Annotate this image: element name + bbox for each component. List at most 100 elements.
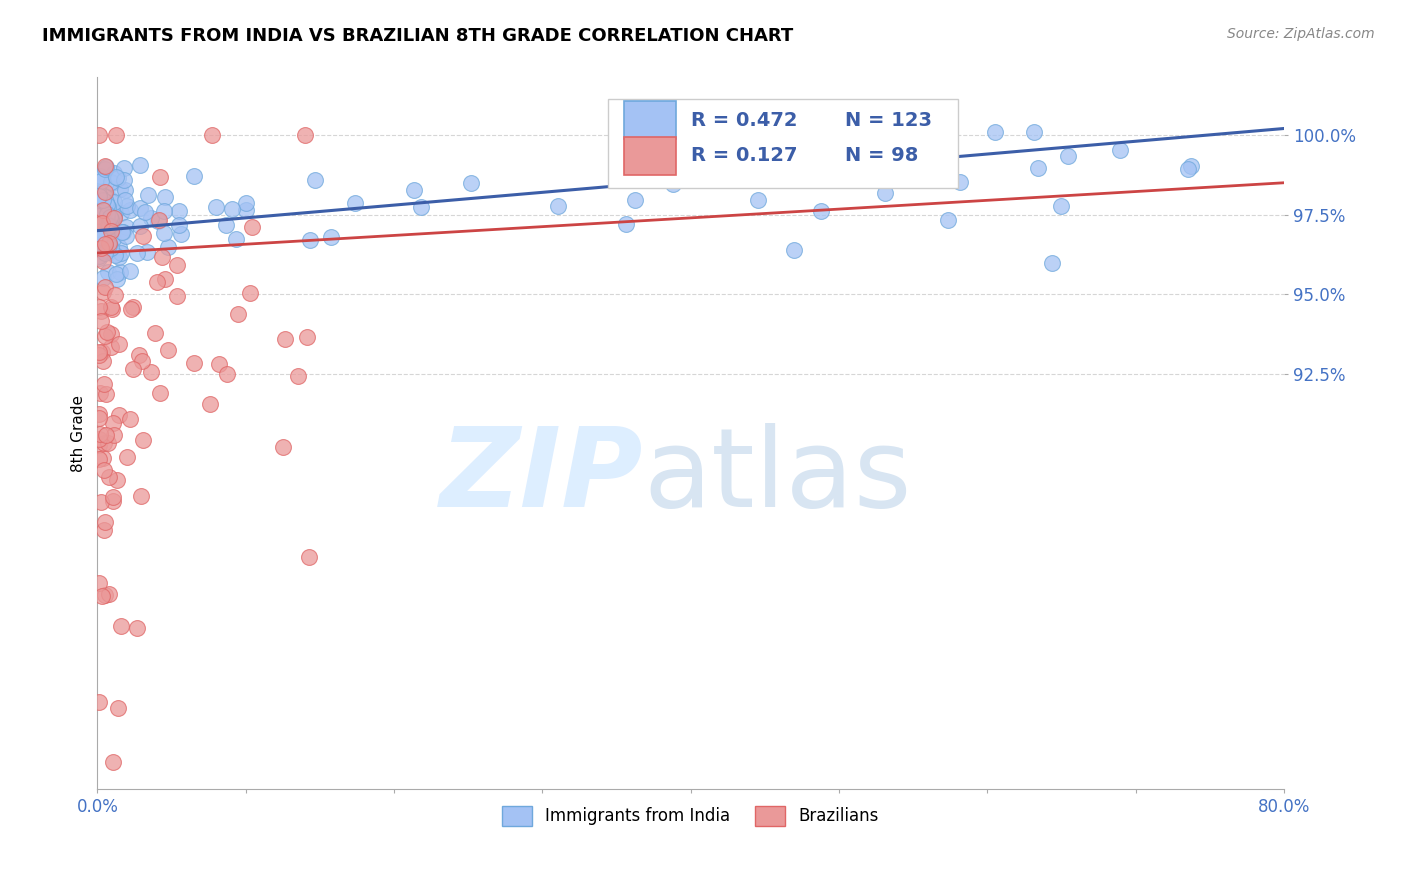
Point bbox=[93, 205, 115, 219]
Point bbox=[104, 287, 127, 301]
Point bbox=[873, 151, 896, 165]
Point bbox=[108, 240, 131, 254]
Point bbox=[131, 354, 153, 368]
Point bbox=[112, 225, 135, 239]
Point bbox=[94, 328, 117, 343]
Point bbox=[120, 301, 142, 316]
Point bbox=[215, 219, 238, 233]
Point bbox=[93, 463, 115, 477]
Point bbox=[240, 219, 263, 234]
Point bbox=[298, 549, 321, 564]
Point bbox=[87, 407, 110, 421]
Point bbox=[304, 173, 326, 187]
Point bbox=[287, 369, 309, 384]
Point bbox=[90, 216, 112, 230]
Point bbox=[166, 289, 188, 303]
Point bbox=[235, 195, 257, 210]
Point bbox=[105, 272, 128, 286]
Point bbox=[94, 189, 117, 203]
Point bbox=[152, 204, 174, 219]
Point bbox=[409, 200, 432, 214]
Point bbox=[183, 169, 205, 184]
Point bbox=[93, 194, 115, 208]
Point bbox=[118, 202, 141, 217]
Point bbox=[114, 193, 136, 207]
Point bbox=[875, 186, 897, 201]
Point bbox=[104, 205, 127, 219]
Text: ZIP: ZIP bbox=[440, 423, 643, 530]
Point bbox=[112, 173, 135, 187]
Point bbox=[215, 368, 238, 382]
Point bbox=[128, 348, 150, 362]
FancyBboxPatch shape bbox=[624, 101, 676, 139]
Point bbox=[90, 170, 112, 185]
Point bbox=[166, 258, 188, 272]
Point bbox=[87, 452, 110, 467]
Point bbox=[1024, 125, 1046, 139]
Point bbox=[90, 206, 112, 220]
Point bbox=[87, 229, 110, 244]
Point bbox=[169, 203, 191, 218]
Point bbox=[94, 515, 117, 529]
Point bbox=[949, 175, 972, 189]
Point bbox=[122, 362, 145, 376]
Point bbox=[96, 325, 118, 339]
Point bbox=[101, 755, 124, 769]
Point bbox=[129, 158, 152, 172]
Point bbox=[1040, 256, 1063, 270]
Point bbox=[90, 589, 112, 603]
Point bbox=[96, 198, 118, 212]
Point bbox=[115, 199, 138, 213]
FancyBboxPatch shape bbox=[624, 136, 676, 175]
Point bbox=[107, 336, 129, 351]
Point bbox=[110, 182, 132, 196]
Point bbox=[107, 170, 129, 185]
Point bbox=[128, 201, 150, 215]
Point bbox=[616, 217, 638, 231]
Point bbox=[91, 228, 114, 243]
Point bbox=[97, 470, 120, 484]
Point bbox=[149, 385, 172, 400]
Point bbox=[97, 200, 120, 214]
Point bbox=[98, 244, 121, 259]
Point bbox=[90, 304, 112, 318]
Point bbox=[271, 440, 294, 454]
Point bbox=[103, 194, 125, 209]
Point bbox=[87, 128, 110, 142]
Point bbox=[87, 189, 110, 203]
Point bbox=[94, 279, 117, 293]
Point bbox=[118, 412, 141, 426]
Point bbox=[93, 239, 115, 253]
Point bbox=[101, 490, 124, 504]
Point bbox=[156, 343, 179, 358]
Point bbox=[107, 250, 129, 264]
Text: N = 98: N = 98 bbox=[845, 146, 918, 165]
Point bbox=[94, 186, 117, 200]
Point bbox=[319, 230, 342, 244]
Point bbox=[90, 314, 112, 328]
Point bbox=[87, 438, 110, 452]
Point bbox=[98, 219, 121, 234]
Point bbox=[114, 219, 136, 234]
Point bbox=[90, 495, 112, 509]
Point bbox=[97, 242, 120, 256]
Point bbox=[89, 386, 111, 401]
Point bbox=[129, 219, 152, 234]
FancyBboxPatch shape bbox=[607, 99, 957, 187]
Point bbox=[936, 213, 959, 227]
Point bbox=[96, 207, 118, 221]
Point bbox=[91, 236, 114, 251]
Text: Source: ZipAtlas.com: Source: ZipAtlas.com bbox=[1227, 27, 1375, 41]
Point bbox=[97, 238, 120, 252]
Point bbox=[91, 270, 114, 285]
Point bbox=[149, 170, 172, 185]
Point bbox=[100, 300, 122, 314]
Point bbox=[404, 183, 426, 197]
Point bbox=[97, 236, 120, 251]
Point bbox=[100, 224, 122, 238]
Point bbox=[108, 265, 131, 279]
Point bbox=[96, 209, 118, 223]
Point bbox=[94, 195, 117, 210]
Point bbox=[112, 161, 135, 176]
Point bbox=[108, 409, 131, 423]
